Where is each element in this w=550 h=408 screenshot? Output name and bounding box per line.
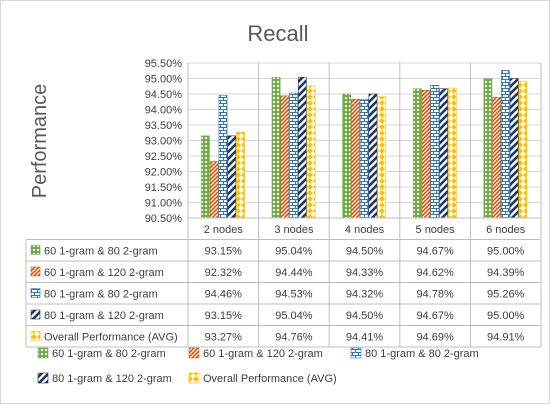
- y-axis-ticks: 90.50% 91.00% 91.50% 92.00% 92.50% 93.00% 93.5…: [145, 58, 183, 225]
- bar: [518, 80, 528, 219]
- bar: [412, 88, 422, 219]
- row-series-name: 60 1-gram & 80 2-gram: [44, 246, 158, 258]
- bar: [492, 97, 502, 219]
- row-legend-key: [30, 309, 41, 320]
- bar: [439, 88, 448, 219]
- data-value-label: 94.41%: [346, 332, 384, 344]
- bar: [351, 98, 360, 219]
- legend-label: 60 1-gram & 80 2-gram: [52, 348, 166, 360]
- bar: [368, 93, 378, 219]
- data-value-label: 92.32%: [205, 267, 243, 279]
- data-table: 2 nodes 3 nodes 4 nodes 5 nodes 6 nodes 60 1-…: [25, 63, 542, 348]
- data-value-label: 95.26%: [487, 289, 525, 301]
- data-value-label: 94.62%: [416, 267, 454, 279]
- legend-swatch: [188, 372, 200, 384]
- data-value-label: 94.50%: [346, 246, 384, 258]
- y-tick-label: 91.50%: [145, 182, 183, 194]
- y-tick-label: 93.00%: [145, 136, 183, 148]
- row-series-name: 60 1-gram & 120 2-gram: [44, 267, 164, 279]
- data-value-label: 94.69%: [416, 332, 454, 344]
- bar: [236, 131, 245, 219]
- data-value-label: 95.04%: [275, 246, 313, 258]
- legend-label: Overall Performance (AVG): [203, 373, 337, 385]
- bar: [447, 87, 457, 219]
- data-value-label: 94.78%: [416, 289, 454, 301]
- data-value-label: 94.91%: [487, 332, 525, 344]
- bar: [271, 76, 281, 219]
- legend-swatch: [350, 347, 362, 359]
- bar: [377, 96, 387, 219]
- bar: [342, 93, 352, 219]
- y-tick-label: 93.50%: [145, 120, 183, 132]
- bar: [483, 78, 493, 219]
- data-value-label: 95.04%: [275, 310, 313, 322]
- y-tick-label: 92.00%: [145, 167, 183, 179]
- row-legend-key: [30, 288, 41, 298]
- data-value-label: 94.39%: [487, 267, 525, 279]
- bar-series: [201, 70, 528, 219]
- legend-swatch: [37, 347, 49, 359]
- bar: [289, 92, 298, 219]
- data-value-label: 94.32%: [346, 289, 384, 301]
- bar: [421, 89, 431, 219]
- category-label: 2 nodes: [204, 224, 244, 236]
- bar: [201, 135, 210, 219]
- y-tick-label: 94.00%: [145, 105, 183, 117]
- bar: [227, 135, 237, 219]
- bar: [306, 85, 316, 219]
- legend-label: 80 1-gram & 80 2-gram: [365, 348, 479, 360]
- category-label: 6 nodes: [486, 224, 526, 236]
- bar: [359, 99, 369, 219]
- bar: [280, 95, 290, 219]
- category-label: 5 nodes: [416, 224, 456, 236]
- bar: [501, 70, 510, 219]
- bar: [430, 85, 440, 219]
- y-tick-label: 91.00%: [145, 198, 183, 210]
- data-value-label: 94.33%: [346, 267, 384, 279]
- data-value-label: 94.53%: [275, 289, 313, 301]
- category-label: 3 nodes: [274, 224, 314, 236]
- chart-title: Recall: [247, 21, 308, 46]
- data-value-label: 94.46%: [205, 289, 243, 301]
- legend: 60 1-gram & 80 2-gram 60 1-gram & 120 2-g…: [37, 347, 479, 385]
- legend-swatch: [37, 372, 49, 384]
- data-value-label: 93.15%: [205, 310, 243, 322]
- legend-swatch: [188, 347, 200, 359]
- data-value-label: 94.44%: [275, 267, 313, 279]
- row-series-name: Overall Performance (AVG): [44, 332, 178, 344]
- data-value-label: 93.15%: [205, 246, 243, 258]
- y-axis-label: Performance: [29, 84, 51, 199]
- data-value-label: 94.50%: [346, 310, 384, 322]
- y-tick-label: 90.50%: [145, 213, 183, 225]
- row-legend-key: [30, 245, 41, 255]
- row-legend-key: [30, 331, 41, 341]
- row-series-name: 80 1-gram & 80 2-gram: [44, 289, 158, 301]
- bar: [218, 94, 228, 219]
- legend-label: 60 1-gram & 120 2-gram: [203, 348, 323, 360]
- row-series-name: 80 1-gram & 120 2-gram: [44, 310, 164, 322]
- legend-label: 80 1-gram & 120 2-gram: [52, 373, 172, 385]
- row-legend-key: [30, 266, 41, 277]
- data-value-label: 95.00%: [487, 310, 525, 322]
- data-value-label: 94.76%: [275, 332, 313, 344]
- y-tick-label: 94.50%: [145, 89, 183, 101]
- bar: [509, 78, 519, 219]
- bar: [297, 76, 307, 219]
- y-tick-label: 92.50%: [145, 151, 183, 163]
- data-value-label: 95.00%: [487, 246, 525, 258]
- category-label: 4 nodes: [345, 224, 385, 236]
- bar: [209, 161, 219, 219]
- y-tick-label: 95.50%: [145, 58, 183, 70]
- data-value-label: 94.67%: [416, 246, 454, 258]
- data-value-label: 93.27%: [205, 332, 243, 344]
- y-tick-label: 95.00%: [145, 74, 183, 86]
- data-value-label: 94.67%: [416, 310, 454, 322]
